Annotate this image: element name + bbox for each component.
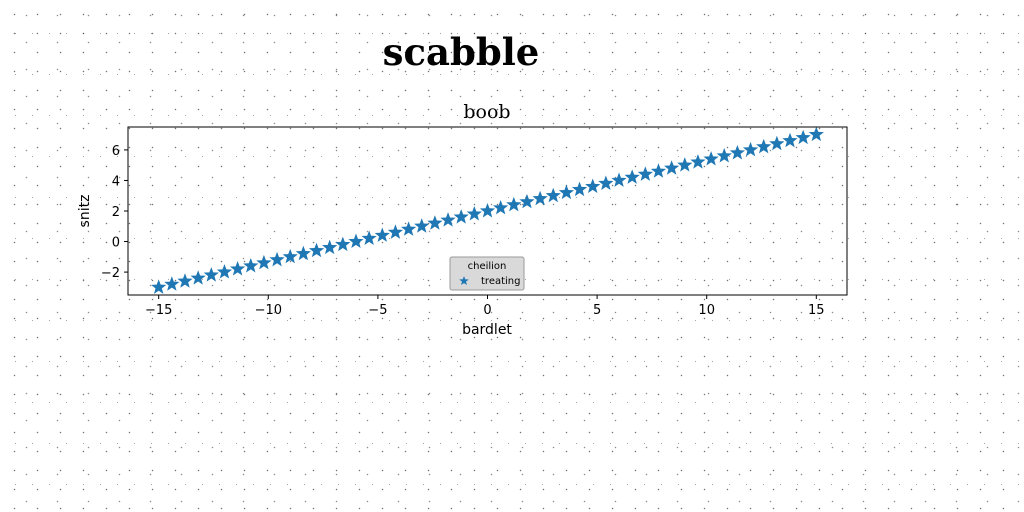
y-axis: −2 0 2 4 6 [101,144,128,281]
data-point-star [348,233,364,249]
data-point-star [664,160,680,175]
x-axis-label: bardlet [462,322,512,338]
data-point-star [624,169,640,184]
data-point-star [216,264,233,279]
data-point-star [190,270,206,285]
data-point-star [230,261,246,276]
data-point-star [322,239,338,255]
data-point-star [506,196,522,212]
x-tick-label: −15 [145,303,172,318]
data-point-star [729,144,745,160]
data-point-star [256,254,272,270]
chart-title: boob [463,101,510,123]
data-point-star [716,148,732,163]
legend-label-treating: treating [481,276,520,287]
x-tick-label: 15 [808,303,825,318]
data-point-star [756,138,772,154]
data-point-star [164,276,180,291]
figure-suptitle: scabble [382,30,540,74]
data-point-star [769,135,785,151]
y-axis-label: snitz [77,195,93,228]
data-point-star [335,236,351,252]
data-point-star [374,227,390,242]
data-point-star [650,163,667,178]
legend-marker-star [459,276,469,286]
legend-box [449,256,525,291]
data-point-star [637,166,653,181]
data-point-star [387,224,404,239]
x-tick-label: 0 [483,303,491,318]
data-point-star [545,187,561,203]
data-point-star [532,190,548,206]
data-point-star [177,273,193,288]
data-point-star [585,178,601,194]
data-point-star [361,230,377,245]
data-point-star [282,248,298,264]
data-point-star [808,126,824,142]
data-point-star [151,279,167,294]
x-tick-label: 10 [698,303,715,318]
y-tick-label: 0 [112,236,120,251]
y-tick-label: 4 [112,174,120,189]
data-point-star [203,267,219,282]
data-point-star [400,221,417,236]
data-point-star [571,181,588,197]
data-point-star [782,132,798,148]
x-axis: −15 −10 −5 0 5 10 15 [145,295,825,318]
data-point-star [243,257,259,273]
data-point-star [440,212,456,227]
series-markers [151,126,824,294]
data-point-star [295,245,311,261]
data-point-star [453,209,469,224]
y-tick-label: −2 [101,266,120,281]
x-tick-label: −5 [368,303,387,318]
data-point-star [414,218,430,233]
data-point-star [466,206,482,221]
data-point-star [677,157,693,172]
data-point-star [703,151,719,166]
data-point-star [493,199,509,215]
data-point-star [598,175,614,190]
y-tick-label: 6 [112,144,120,159]
y-tick-label: 2 [112,205,120,220]
data-point-star [611,172,627,187]
x-tick-label: 5 [593,303,601,318]
data-point-star [519,193,535,209]
data-point-star [479,203,496,218]
x-tick-label: −10 [255,303,282,318]
data-point-star [269,251,285,267]
data-point-star [742,141,759,157]
data-point-star [427,215,443,230]
data-point-star [558,184,575,200]
legend-title: cheilion [468,261,507,272]
data-point-star [690,154,706,169]
legend: cheilion treating [449,256,525,291]
data-point-star [308,242,325,258]
data-point-star [795,129,811,145]
